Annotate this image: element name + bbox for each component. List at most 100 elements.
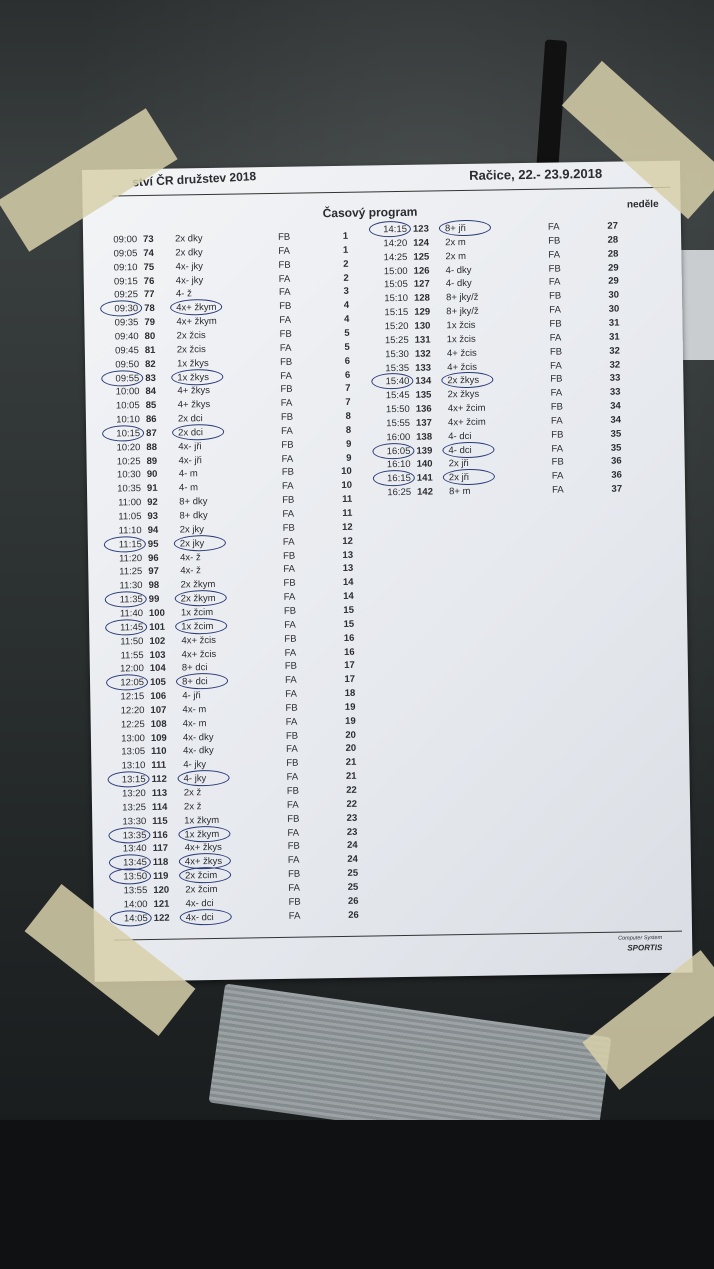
- time-cell: 13:30: [122, 815, 147, 828]
- race-cell: 16: [343, 632, 355, 644]
- event-cell: 4x+ žkym: [176, 315, 217, 328]
- race-number-cell: 134: [415, 375, 432, 388]
- lane-cell: FB: [285, 730, 299, 742]
- race-number-cell: 117: [152, 843, 169, 855]
- lane-cell: FB: [283, 550, 296, 562]
- pen-circle-time: [103, 535, 147, 553]
- time-cell: 09:10: [113, 261, 138, 274]
- event-cell: 8+ jky/ž: [445, 292, 479, 304]
- race-number-cell: 80: [144, 330, 156, 342]
- race-number-cell: 140: [416, 458, 433, 471]
- lane-cell: FA: [287, 854, 300, 867]
- lane-cell: FA: [285, 688, 297, 700]
- race-cell: 8: [345, 424, 352, 436]
- time-cell: 11:05: [118, 511, 142, 523]
- lane-cell: FB: [284, 633, 297, 645]
- race-number-cell: 77: [143, 289, 155, 301]
- lane-cell: FB: [282, 522, 295, 534]
- race-cell: 36: [611, 469, 622, 482]
- race-cell: 32: [609, 359, 621, 371]
- lane-cell: FA: [278, 245, 291, 257]
- race-number-cell: 81: [144, 344, 156, 356]
- lane-cell: FB: [551, 429, 564, 441]
- race-number-cell: 116: [152, 829, 168, 841]
- time-cell: 12:15: [120, 691, 145, 703]
- event-cell: 4x- dky: [183, 745, 214, 757]
- race-number-cell: 75: [143, 261, 155, 273]
- race-number-cell: 112: [151, 773, 167, 786]
- time-cell: 15:05: [383, 279, 408, 291]
- race-number-cell: 94: [147, 524, 159, 536]
- event-cell: 8+ dky: [179, 510, 208, 522]
- time-cell: 13:20: [121, 788, 146, 800]
- lane-cell: FB: [286, 785, 300, 797]
- race-cell: 31: [608, 317, 620, 329]
- lane-cell: FA: [550, 415, 563, 427]
- lane-cell: FA: [284, 674, 297, 687]
- pen-circle-event: [441, 371, 494, 389]
- event-cell: 4- dky: [445, 264, 472, 276]
- lane-cell: FA: [287, 827, 300, 839]
- race-number-cell: 110: [151, 746, 167, 758]
- event-cell: 4x- jky: [175, 274, 204, 287]
- race-cell: 7: [345, 396, 351, 409]
- schedule-sheet: ství ČR družstev 2018 Račice, 22.- 23.9.…: [82, 160, 693, 982]
- race-cell: 5: [344, 341, 350, 353]
- pen-circle-event: [442, 441, 495, 458]
- time-cell: 10:25: [116, 455, 141, 468]
- race-cell: 19: [345, 715, 356, 727]
- race-cell: 21: [345, 770, 357, 783]
- event-cell: 1x žkym: [184, 814, 220, 827]
- time-cell: 15:45: [385, 390, 410, 402]
- time-cell: 10:30: [116, 469, 141, 481]
- pen-circle-event: [175, 617, 228, 635]
- lane-cell: FA: [281, 453, 294, 465]
- race-number-cell: 130: [414, 320, 431, 332]
- lane-cell: FB: [287, 813, 300, 825]
- race-cell: 33: [609, 386, 621, 398]
- lane-cell: FB: [279, 300, 292, 313]
- race-number-cell: 91: [146, 483, 158, 495]
- time-cell: 09:40: [114, 331, 139, 343]
- event-cell: 4x+ žcim: [447, 416, 486, 429]
- time-cell: 13:05: [121, 746, 146, 758]
- race-cell: 31: [609, 331, 620, 343]
- race-cell: 23: [346, 812, 358, 824]
- time-cell: 09:05: [113, 247, 138, 260]
- race-cell: 9: [346, 452, 352, 464]
- event-cell: 4- jři: [182, 690, 201, 702]
- race-cell: 12: [341, 521, 353, 533]
- race-number-cell: 78: [144, 303, 155, 315]
- race-cell: 14: [342, 577, 354, 589]
- time-cell: 10:00: [115, 386, 140, 398]
- pen-circle-event: [175, 672, 229, 690]
- event-cell: 4x- m: [182, 704, 207, 716]
- race-cell: 2: [343, 258, 349, 270]
- pen-circle-event: [442, 468, 495, 486]
- race-number-cell: 84: [145, 386, 157, 398]
- race-cell: 8: [345, 410, 351, 422]
- race-number-cell: 98: [148, 580, 160, 592]
- footer-logo: SPORTIS: [627, 942, 663, 953]
- time-cell: 13:55: [123, 885, 148, 897]
- race-number-cell: 115: [152, 815, 168, 827]
- race-number-cell: 86: [145, 413, 157, 426]
- time-cell: 11:50: [120, 635, 144, 648]
- lane-cell: FB: [549, 318, 562, 330]
- race-number-cell: 123: [412, 223, 429, 235]
- event-cell: 2x dky: [175, 233, 203, 245]
- lane-cell: FA: [551, 443, 564, 455]
- lane-cell: FA: [288, 910, 301, 922]
- lane-cell: FB: [548, 235, 561, 247]
- event-cell: 4x- dky: [182, 731, 214, 744]
- lane-cell: FA: [279, 342, 292, 354]
- event-cell: 4x- jři: [178, 440, 202, 453]
- race-cell: 7: [345, 383, 351, 395]
- pen-circle-time: [109, 909, 152, 927]
- lane-cell: FA: [279, 314, 292, 327]
- event-cell: 4x- ž: [180, 565, 201, 577]
- race-number-cell: 103: [149, 649, 166, 661]
- event-cell: 4+ žkys: [177, 385, 211, 397]
- race-number-cell: 85: [145, 400, 157, 412]
- race-number-cell: 125: [413, 251, 430, 263]
